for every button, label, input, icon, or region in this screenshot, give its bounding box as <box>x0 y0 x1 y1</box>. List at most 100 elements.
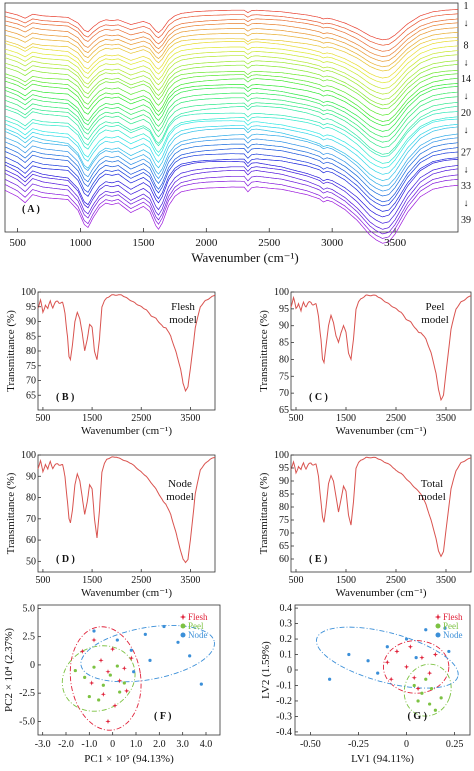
x-tick-label: 500 <box>35 575 50 586</box>
y-tick-label: 80 <box>279 354 289 365</box>
x-tick-label: 2500 <box>131 575 151 586</box>
data-point <box>162 624 166 629</box>
legend-label: Peel <box>443 621 459 631</box>
legend-label: Flesh <box>443 612 463 622</box>
panel-frame <box>37 604 221 736</box>
confidence-ellipse <box>61 645 136 712</box>
data-point <box>427 670 433 676</box>
y-axis-label: Transmittance (%) <box>5 472 17 554</box>
x-tick-label: 2500 <box>258 237 281 249</box>
annotation-line: model <box>418 491 446 503</box>
x-tick-label: -0.50 <box>300 739 321 750</box>
data-point <box>97 698 101 702</box>
spectrum-line <box>4 40 459 79</box>
data-point <box>115 638 119 642</box>
y-tick-label: 0.4 <box>280 603 293 614</box>
x-axis-label: PC1 × 10⁵ (94.13%) <box>84 753 174 765</box>
confidence-ellipse <box>69 626 142 731</box>
panel-frame <box>37 454 216 573</box>
panel-a: 500 1000 1500 2000 2500 3000 3500 Wavenumber (c… <box>4 1 471 265</box>
spectrum-line <box>4 116 459 164</box>
spectrum-line <box>4 105 459 155</box>
spectrum-index-label: 33 <box>461 181 471 192</box>
spectrum-line <box>4 22 459 57</box>
data-point <box>428 702 432 706</box>
y-axis-label: LV2 (1.59%) <box>260 641 272 699</box>
legend-label: Node <box>443 630 463 640</box>
x-tick-label: 1500 <box>336 413 356 424</box>
spectrum-line <box>4 142 459 197</box>
x-tick-label: 1500 <box>82 413 102 424</box>
spectrum-line <box>37 456 216 564</box>
x-axis-label: Wavenumber (cm⁻¹) <box>336 587 427 599</box>
data-point <box>108 673 112 677</box>
x-tick-label: 0 <box>404 739 409 750</box>
spectrum-line <box>4 9 459 41</box>
panel-frame <box>290 454 472 573</box>
confidence-ellipse <box>80 624 215 683</box>
y-tick-label: 85 <box>279 489 289 500</box>
x-axis-label: Wavenumber (cm⁻¹) <box>81 587 172 599</box>
panel-label: ( B ) <box>56 392 74 403</box>
x-tick-label: 3000 <box>321 237 344 249</box>
spectrum-index-label: ↓ <box>464 57 469 68</box>
y-axis-label: Transmittance (%) <box>258 472 270 554</box>
x-tick-label: 500 <box>289 413 304 424</box>
spectrum-line <box>4 118 459 169</box>
panel-label: ( A ) <box>22 204 40 215</box>
legend-label: Flesh <box>188 612 208 622</box>
spectrum-index-label: ↓ <box>464 198 469 209</box>
data-point <box>128 655 134 661</box>
y-tick-label: 80 <box>26 346 36 357</box>
data-point <box>110 646 116 652</box>
data-point <box>101 683 105 687</box>
panel-b: 500 1500 2500 3500 65 70 75 80 85 90 95 100 Wavenumb… <box>5 287 216 437</box>
spectrum-line <box>4 174 459 235</box>
data-point <box>415 686 421 692</box>
x-tick-label: 500 <box>35 413 50 424</box>
y-axis-label: Transmittance (%) <box>5 310 17 392</box>
data-point <box>407 644 413 650</box>
legend-label: Node <box>188 630 208 640</box>
panel-label: ( G ) <box>408 711 427 722</box>
spectrum-line <box>37 294 216 393</box>
spectrum-index-label: 14 <box>461 74 471 85</box>
spectrum-line <box>4 64 459 106</box>
y-tick-label: 90 <box>279 321 289 332</box>
y-tick-label: 70 <box>279 528 289 539</box>
spectrum-line <box>4 96 459 143</box>
spectrum-index-label: ↓ <box>464 164 469 175</box>
data-point <box>420 691 424 695</box>
x-tick-label: 3.0 <box>176 739 189 750</box>
x-tick-label: -3.0 <box>35 739 51 750</box>
spectrum-line <box>4 126 459 181</box>
data-point <box>129 648 133 652</box>
data-point <box>176 640 180 644</box>
data-point <box>105 669 111 675</box>
y-tick-label: 70 <box>279 388 289 399</box>
data-point <box>403 664 410 670</box>
model-annotation: Peel model <box>421 301 449 326</box>
y-tick-label: 100 <box>274 450 289 461</box>
y-tick-label: 100 <box>21 450 36 461</box>
data-point <box>328 677 332 681</box>
y-tick-label: 0.3 <box>280 619 293 630</box>
x-axis-label: Wavenumber (cm⁻¹) <box>336 425 427 437</box>
legend-marker <box>435 632 441 638</box>
y-tick-label: 90 <box>26 471 36 482</box>
x-tick-label: 500 <box>9 237 26 249</box>
panel-label: ( D ) <box>56 554 75 565</box>
annotation-line: Total <box>421 478 443 490</box>
y-tick-label: 0.2 <box>280 634 293 645</box>
spectrum-line <box>4 111 459 158</box>
x-tick-label: 0.25 <box>446 739 464 750</box>
spectrum-line <box>4 91 459 138</box>
y-tick-label: 0 <box>30 660 35 671</box>
spectrum-line <box>290 294 472 402</box>
x-tick-label: 2.0 <box>153 739 166 750</box>
y-axis-label: PC2 × 10⁴ (2.37%) <box>3 628 15 712</box>
x-tick-label: 2500 <box>131 413 151 424</box>
data-point <box>385 645 389 649</box>
spectrum-line <box>4 18 459 52</box>
y-tick-label: -0.1 <box>276 680 292 691</box>
